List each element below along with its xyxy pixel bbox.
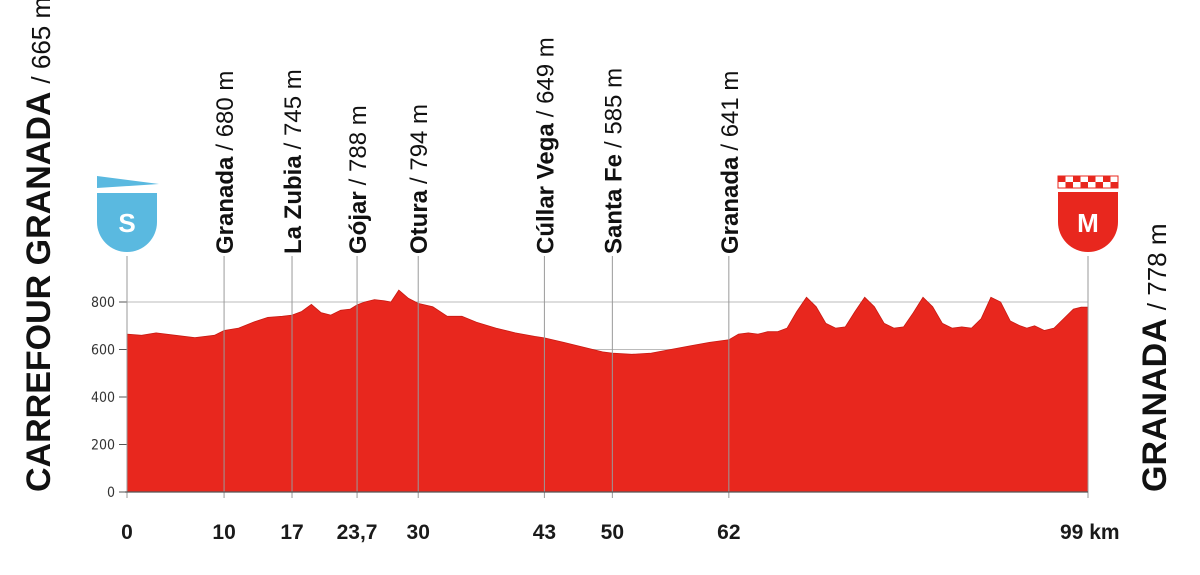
start-label: CARREFOUR GRANADA / 665 m	[20, 0, 58, 492]
start-flag-icon	[97, 176, 159, 188]
y-tick-label: 800	[91, 295, 115, 311]
waypoint-altitude: / 794 m	[406, 104, 433, 184]
checkered-flag-cell	[1088, 182, 1096, 188]
checkered-flag-cell	[1065, 182, 1073, 188]
x-ticks: 0 10 17 23,7 30 43 50 62 99 km	[121, 521, 1119, 544]
waypoint-name: Cúllar Vega	[532, 123, 559, 254]
y-tick-label: 600	[91, 343, 115, 359]
x-tick-label: 10	[212, 521, 235, 544]
waypoint-label: Gójar / 788 m	[345, 105, 372, 254]
waypoint-label: Otura / 794 m	[406, 104, 433, 254]
y-tick-label: 0	[107, 485, 115, 501]
waypoint-altitude: / 680 m	[212, 71, 239, 151]
waypoint-label: Granada / 641 m	[717, 71, 744, 254]
checkered-flag-cell	[1088, 176, 1096, 182]
x-tick-label: 17	[280, 521, 303, 544]
waypoint-altitude: / 585 m	[600, 68, 627, 148]
waypoint-label: Santa Fe / 585 m	[600, 68, 627, 254]
waypoint-altitude: / 745 m	[280, 69, 307, 149]
waypoint-name: Otura	[406, 189, 433, 254]
checkered-flag-cell	[1058, 182, 1066, 188]
start-name: CARREFOUR GRANADA	[20, 92, 58, 492]
y-tick-label: 200	[91, 438, 115, 454]
start-altitude: / 665 m	[26, 0, 56, 84]
checkered-flag-icon	[1057, 175, 1119, 189]
waypoint-label: La Zubia / 745 m	[280, 69, 307, 254]
checkered-flag-cell	[1103, 176, 1111, 182]
x-tick-label: 43	[533, 521, 556, 544]
checkered-flag-cell	[1073, 176, 1081, 182]
start-shield-icon	[97, 193, 157, 252]
x-tick-label: 50	[601, 521, 624, 544]
elevation-area	[126, 289, 1089, 493]
checkered-flag-cell	[1095, 182, 1103, 188]
x-tick-label: 99 km	[1060, 521, 1120, 544]
start-badge-letter: S	[118, 208, 135, 238]
finish-badge-letter: M	[1077, 208, 1099, 238]
waypoint-name: Granada	[212, 156, 239, 254]
waypoint-altitude: / 641 m	[717, 71, 744, 151]
finish-badge: M	[1057, 175, 1119, 252]
checkered-flag-cell	[1080, 176, 1088, 182]
finish-shield-icon	[1058, 192, 1118, 252]
start-badge: S	[97, 176, 159, 252]
x-tick-label: 23,7	[337, 521, 378, 544]
checkered-flag-cell	[1065, 176, 1073, 182]
x-tick-label: 30	[407, 521, 430, 544]
checkered-flag-cell	[1058, 176, 1066, 182]
waypoint-label: Granada / 680 m	[212, 71, 239, 254]
finish-name: GRANADA	[1136, 318, 1174, 492]
waypoint-labels: Granada / 680 m La Zubia / 745 m Gójar / 788 …	[212, 37, 744, 254]
finish-label: GRANADA / 778 m	[1136, 224, 1174, 493]
x-tick-label: 0	[121, 521, 133, 544]
waypoint-name: La Zubia	[280, 155, 307, 254]
waypoint-altitude: / 649 m	[532, 37, 559, 117]
checkered-flag-cell	[1110, 176, 1118, 182]
checkered-flag-cell	[1095, 176, 1103, 182]
waypoint-name: Santa Fe	[600, 154, 627, 254]
vertical-guides	[126, 256, 1089, 498]
waypoint-altitude: / 788 m	[345, 105, 372, 185]
checkered-flag-cell	[1103, 182, 1111, 188]
y-tick-label: 400	[91, 390, 115, 406]
x-tick-label: 62	[717, 521, 740, 544]
checkered-flag-cell	[1110, 182, 1118, 188]
finish-altitude: / 778 m	[1142, 224, 1172, 311]
waypoint-label: Cúllar Vega / 649 m	[532, 37, 559, 254]
waypoint-name: Gójar	[345, 191, 372, 254]
waypoint-name: Granada	[717, 156, 744, 254]
checkered-flag-cell	[1080, 182, 1088, 188]
checkered-flag-cell	[1073, 182, 1081, 188]
